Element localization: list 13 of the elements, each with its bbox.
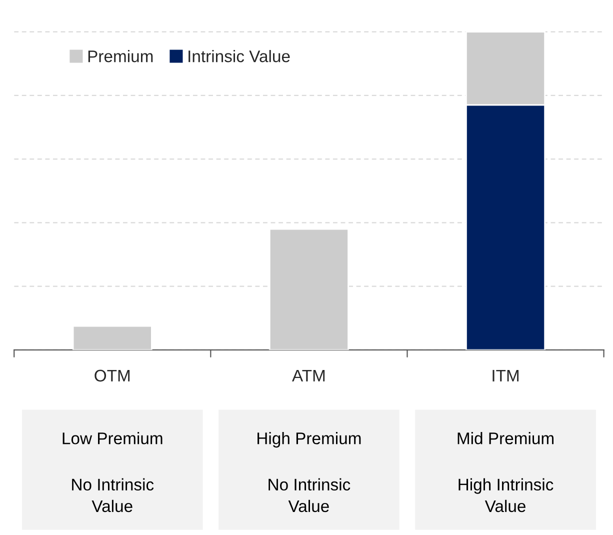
legend-label: Premium <box>88 50 153 62</box>
bar <box>72 325 152 350</box>
text: No Intrinsic Value <box>268 478 350 512</box>
text: No Intrinsic Value <box>72 478 154 512</box>
text: Low Premium <box>62 432 162 444</box>
x-tick-label: OTM <box>94 370 130 382</box>
text: High Premium <box>258 432 361 448</box>
text: Mid Premium <box>458 432 554 444</box>
x-tick-label: ATM <box>292 370 325 382</box>
legend-label: Intrinsic Value <box>188 50 290 62</box>
text: High Intrinsic Value <box>458 478 554 512</box>
x-tick-label: ITM <box>492 370 518 382</box>
bar <box>268 228 349 350</box>
